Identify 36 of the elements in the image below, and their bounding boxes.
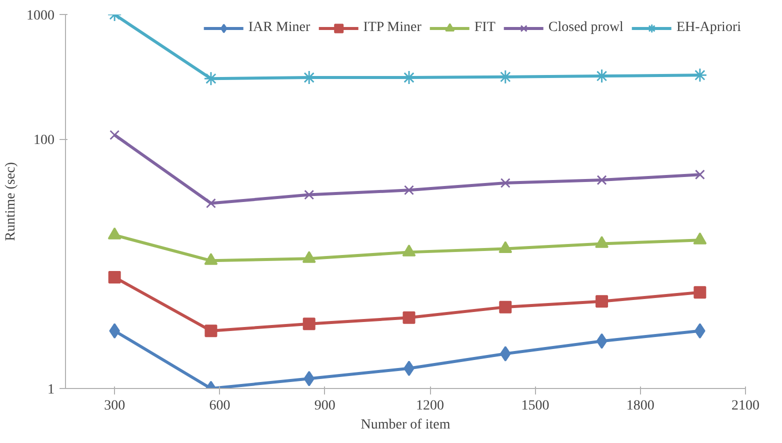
point — [302, 318, 316, 330]
x-axis-title: Number of item — [360, 418, 450, 432]
point — [304, 190, 314, 200]
point — [110, 130, 120, 140]
point — [596, 333, 608, 349]
x-tick-label: 600 — [209, 398, 230, 414]
point — [204, 324, 218, 338]
point — [694, 170, 705, 180]
point — [499, 300, 512, 314]
point — [108, 271, 121, 284]
point — [692, 68, 708, 82]
point — [596, 175, 607, 186]
x-tick-label: 900 — [314, 398, 336, 414]
x-tick-label: 1800 — [626, 398, 654, 414]
point — [596, 295, 608, 308]
legend-label: EH-Apriori — [676, 20, 741, 36]
point — [304, 370, 315, 386]
point — [402, 70, 416, 85]
x-tick-label: 300 — [104, 398, 126, 414]
y-tick-label: 1000 — [26, 8, 54, 24]
legend-label: ITP Miner — [363, 20, 422, 36]
y-tick-label: 1 — [48, 382, 54, 398]
legend-label: IAR Miner — [248, 20, 310, 36]
x-tick-label: 2100 — [732, 398, 760, 414]
point — [694, 286, 706, 299]
point — [402, 311, 416, 324]
y-axis-title: Runtime (sec) — [4, 162, 18, 241]
x-tick-label: 1200 — [416, 398, 444, 414]
y-tick-label: 100 — [34, 133, 54, 148]
point — [404, 185, 414, 196]
legend-label: Closed prowl — [548, 20, 624, 36]
point — [500, 178, 510, 188]
point — [206, 198, 216, 208]
legend-label: FIT — [474, 20, 496, 36]
point — [500, 346, 511, 362]
x-tick-label: 1500 — [521, 398, 550, 414]
